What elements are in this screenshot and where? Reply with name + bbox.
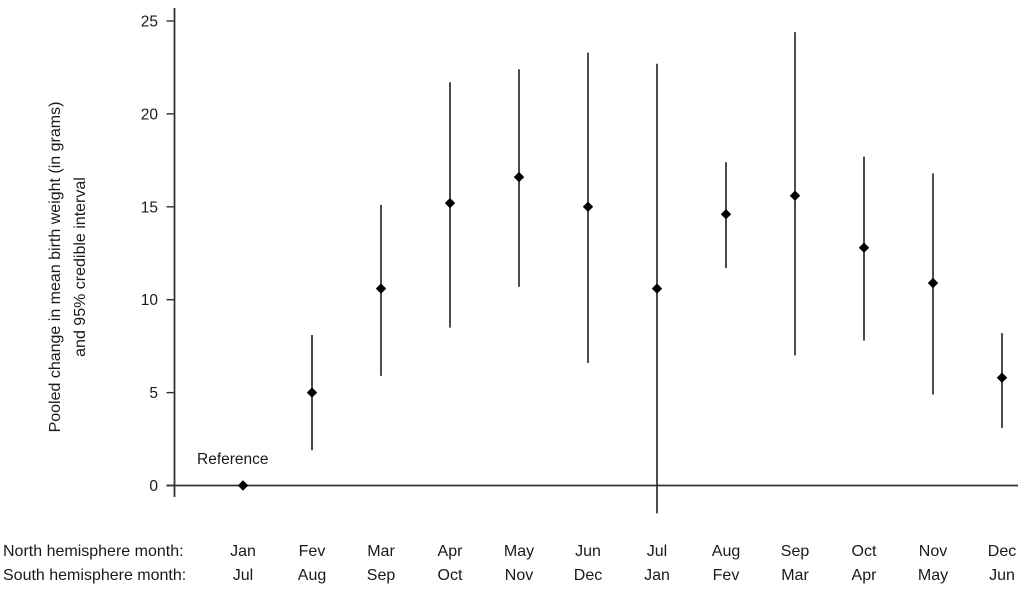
north-month-label: Oct — [851, 543, 877, 560]
reference-label: Reference — [197, 451, 269, 468]
south-month-label: Nov — [504, 567, 534, 584]
south-month-label: Oct — [437, 567, 463, 584]
south-month-label: Dec — [573, 567, 603, 584]
north-month-label: Jul — [646, 543, 668, 560]
north-month-label: Dec — [987, 543, 1017, 560]
y-tick-label: 15 — [141, 199, 158, 216]
mean-diamond-marker — [375, 283, 387, 294]
south-month-label: Jan — [644, 567, 670, 584]
mean-diamond-marker — [306, 387, 318, 398]
south-month-label: May — [917, 567, 949, 584]
south-month-label: Fev — [712, 567, 740, 584]
north-month-label: Fev — [298, 543, 326, 560]
y-tick-label: 5 — [149, 385, 158, 402]
mean-diamond-marker — [996, 372, 1008, 383]
mean-diamond-marker — [513, 171, 525, 183]
mean-diamond-marker — [789, 190, 801, 201]
mean-diamond-marker — [720, 209, 732, 220]
south-month-label: Apr — [851, 567, 877, 584]
north-month-label: Nov — [918, 543, 948, 560]
x-axis-row-north: North hemisphere month: Jan Fev Mar Apr May J… — [0, 542, 1024, 562]
mean-diamond-marker — [237, 480, 249, 491]
north-month-label: Jan — [230, 543, 256, 560]
south-month-label: Jul — [232, 567, 254, 584]
y-tick-label: 0 — [149, 478, 158, 495]
north-month-label: Jun — [575, 543, 601, 560]
north-month-label: May — [503, 543, 535, 560]
south-month-label: Mar — [781, 567, 809, 584]
south-month-label: Jun — [989, 567, 1015, 584]
y-tick-label: 20 — [141, 106, 159, 123]
north-hemisphere-row-label: North hemisphere month: — [3, 543, 184, 560]
north-month-label: Aug — [711, 543, 741, 560]
mean-diamond-marker — [444, 197, 456, 209]
north-month-label: Apr — [437, 543, 463, 560]
north-month-label: Mar — [367, 543, 395, 560]
y-tick-label: 25 — [141, 14, 158, 31]
x-axis-row-south: South hemisphere month: Jul Aug Sep Oct Nov D… — [0, 566, 1024, 586]
south-month-label: Sep — [366, 567, 396, 584]
mean-diamond-marker — [858, 242, 870, 253]
south-hemisphere-row-label: South hemisphere month: — [3, 567, 187, 584]
mean-diamond-marker — [651, 283, 663, 294]
south-month-label: Aug — [297, 567, 327, 584]
north-month-label: Sep — [780, 543, 810, 560]
mean-diamond-marker — [927, 277, 939, 289]
y-tick-label: 10 — [141, 292, 159, 309]
mean-diamond-marker — [582, 201, 594, 212]
